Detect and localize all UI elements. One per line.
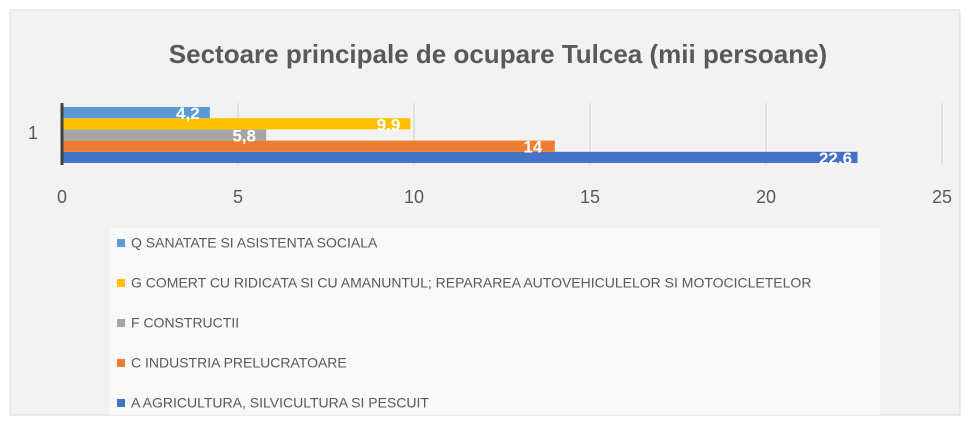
legend-label: F CONSTRUCTII <box>131 315 239 331</box>
legend-label: Q SANATATE SI ASISTENTA SOCIALA <box>131 235 378 251</box>
x-tick-label: 25 <box>932 187 952 207</box>
legend-box <box>110 228 880 415</box>
legend-swatch <box>117 399 125 407</box>
bar <box>62 129 267 141</box>
legend-swatch <box>117 319 125 327</box>
y-tick-label: 1 <box>28 123 38 143</box>
legend-label: C INDUSTRIA PRELUCRATOARE <box>131 355 347 371</box>
bar <box>62 151 858 163</box>
x-tick-label: 10 <box>404 187 424 207</box>
data-label: 22,6 <box>819 149 852 168</box>
x-tick-label: 0 <box>57 187 67 207</box>
legend-swatch <box>117 239 125 247</box>
legend-swatch <box>117 359 125 367</box>
x-tick-label: 20 <box>756 187 776 207</box>
data-label: 14 <box>523 138 542 157</box>
x-tick-label: 15 <box>580 187 600 207</box>
bar <box>62 140 555 152</box>
data-label: 9,9 <box>377 115 401 134</box>
bar <box>62 107 210 119</box>
data-label: 5,8 <box>232 126 256 145</box>
legend-swatch <box>117 279 125 287</box>
legend-label: A AGRICULTURA, SILVICULTURA SI PESCUIT <box>131 395 429 411</box>
x-tick-label: 5 <box>233 187 243 207</box>
bar <box>62 118 411 130</box>
legend-label: G COMERT CU RIDICATA SI CU AMANUNTUL; RE… <box>131 275 811 291</box>
data-label: 4,2 <box>176 104 200 123</box>
chart-title: Sectoare principale de ocupare Tulcea (m… <box>169 39 827 69</box>
